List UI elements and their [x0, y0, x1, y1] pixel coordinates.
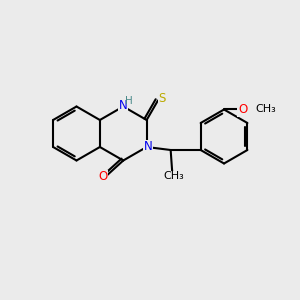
- Text: O: O: [98, 170, 108, 184]
- Text: H: H: [125, 95, 133, 106]
- Text: CH₃: CH₃: [163, 171, 184, 182]
- Text: CH₃: CH₃: [256, 104, 276, 115]
- Text: N: N: [143, 140, 152, 154]
- Text: O: O: [238, 103, 247, 116]
- Text: N: N: [119, 99, 128, 112]
- Text: S: S: [159, 92, 166, 105]
